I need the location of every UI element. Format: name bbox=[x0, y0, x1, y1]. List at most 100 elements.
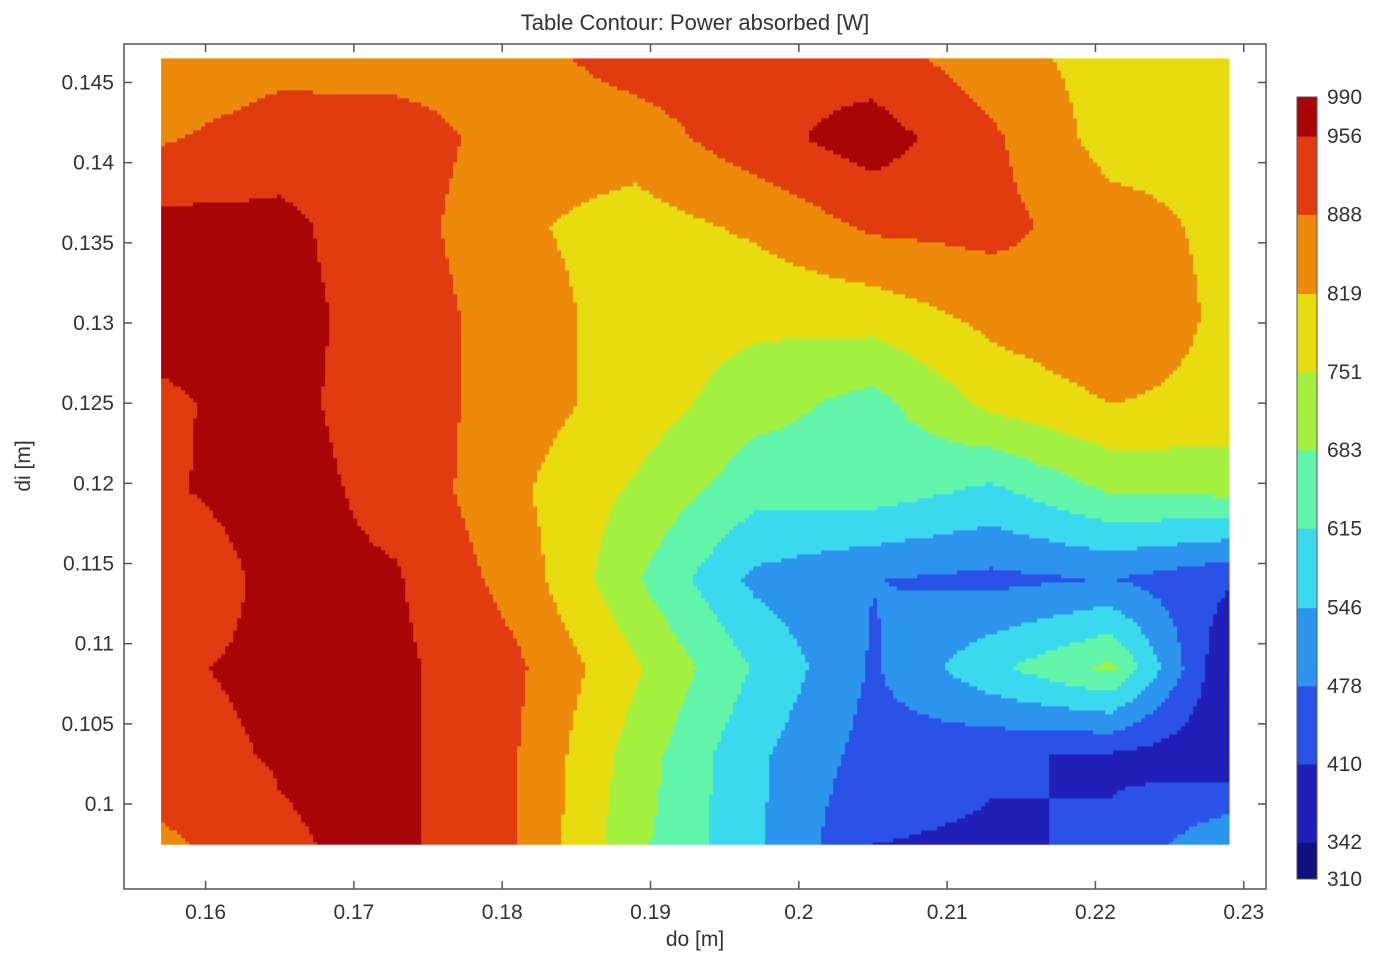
contour-cell bbox=[685, 410, 810, 415]
contour-cell bbox=[977, 686, 1086, 691]
contour-cell bbox=[161, 138, 178, 143]
contour-cell bbox=[653, 194, 798, 199]
contour-cell bbox=[1089, 546, 1138, 551]
contour-cell bbox=[877, 386, 958, 391]
contour-cell bbox=[1009, 154, 1090, 159]
contour-cell bbox=[533, 486, 626, 491]
contour-cell bbox=[457, 466, 542, 471]
contour-cell bbox=[877, 606, 1094, 611]
contour-cell bbox=[617, 738, 670, 743]
contour-cell bbox=[161, 454, 194, 459]
contour-cell bbox=[457, 302, 578, 307]
contour-cell bbox=[1113, 730, 1178, 735]
contour-cell bbox=[577, 342, 754, 347]
contour-cell bbox=[881, 626, 1010, 631]
contour-cell bbox=[169, 378, 326, 383]
contour-cell bbox=[709, 374, 942, 379]
contour-cell bbox=[909, 706, 1070, 711]
contour-cell bbox=[657, 806, 710, 811]
contour-cell bbox=[969, 94, 1070, 99]
contour-cell bbox=[573, 286, 882, 291]
contour-cell bbox=[161, 102, 250, 107]
contour-cell bbox=[1005, 134, 1078, 139]
contour-cell bbox=[281, 790, 422, 795]
contour-cell bbox=[161, 674, 214, 679]
contour-cell bbox=[345, 490, 454, 495]
contour-cell bbox=[161, 426, 194, 431]
contour-cell bbox=[669, 734, 722, 739]
contour-cell bbox=[625, 486, 706, 491]
contour-cell bbox=[717, 474, 1070, 479]
contour-cell bbox=[1141, 630, 1178, 635]
contour-cell bbox=[1165, 378, 1230, 383]
contour-cell bbox=[789, 718, 854, 723]
contour-cell bbox=[581, 658, 638, 663]
contour-cell bbox=[953, 654, 1038, 659]
contour-cell bbox=[865, 674, 886, 679]
contour-cell bbox=[693, 214, 834, 219]
contour-cell bbox=[501, 610, 558, 615]
contour-cell bbox=[1021, 670, 1134, 675]
contour-cell bbox=[609, 782, 662, 787]
contour-cell bbox=[161, 806, 294, 811]
contour-cell bbox=[569, 278, 846, 283]
contour-cell bbox=[1057, 62, 1230, 67]
contour-cell bbox=[1161, 666, 1186, 671]
contour-cell bbox=[413, 630, 514, 635]
contour-cell bbox=[321, 270, 450, 275]
contour-cell bbox=[577, 706, 630, 711]
contour-cell bbox=[713, 778, 770, 783]
contour-cell bbox=[1013, 530, 1230, 535]
contour-cell bbox=[161, 130, 194, 135]
contour-cell bbox=[453, 278, 570, 283]
contour-cell bbox=[1181, 654, 1206, 659]
contour-cell bbox=[1089, 154, 1230, 159]
contour-cell bbox=[1141, 626, 1178, 631]
contour-cell bbox=[161, 750, 254, 755]
contour-cell bbox=[421, 658, 526, 663]
contour-cell bbox=[449, 190, 610, 195]
contour-cell bbox=[693, 498, 918, 503]
contour-cell bbox=[405, 578, 486, 583]
contour-cell bbox=[977, 638, 1086, 643]
contour-cell bbox=[545, 578, 594, 583]
contour-cell bbox=[161, 242, 318, 247]
contour-cell bbox=[1029, 458, 1230, 463]
contour-cell bbox=[1185, 226, 1230, 231]
contour-cell bbox=[1221, 598, 1230, 603]
contour-cell bbox=[673, 726, 726, 731]
contour-cell bbox=[929, 366, 1046, 371]
contour-cell bbox=[161, 286, 326, 291]
contour-cell bbox=[1033, 226, 1186, 231]
contour-cell bbox=[557, 238, 750, 243]
contour-cell bbox=[577, 338, 782, 343]
contour-cell bbox=[1193, 262, 1230, 267]
contour-cell bbox=[785, 622, 870, 627]
contour-cell bbox=[1181, 218, 1230, 223]
contour-cell bbox=[161, 818, 302, 823]
contour-cell bbox=[953, 382, 1078, 387]
contour-cell bbox=[993, 482, 1086, 487]
contour-cell bbox=[605, 814, 654, 819]
contour-cell bbox=[909, 834, 1050, 839]
chart-title: Table Contour: Power absorbed [W] bbox=[521, 10, 870, 35]
contour-cell bbox=[389, 554, 478, 559]
contour-cell bbox=[1205, 662, 1230, 667]
contour-cell bbox=[609, 810, 658, 815]
contour-cell bbox=[453, 162, 734, 167]
contour-cell bbox=[161, 782, 278, 787]
contour-cell bbox=[541, 462, 642, 467]
contour-cell bbox=[1169, 690, 1202, 695]
contour-cell bbox=[693, 662, 750, 667]
contour-cell bbox=[457, 130, 686, 135]
contour-cell bbox=[557, 610, 610, 615]
contour-cell bbox=[545, 454, 646, 459]
contour-cell bbox=[513, 630, 570, 635]
contour-cell bbox=[241, 722, 422, 727]
contour-cell bbox=[489, 586, 550, 591]
contour-cell bbox=[521, 706, 578, 711]
contour-cell bbox=[161, 230, 314, 235]
contour-cell bbox=[1013, 174, 1106, 179]
contour-cell bbox=[213, 674, 422, 679]
contour-cell bbox=[745, 346, 898, 351]
